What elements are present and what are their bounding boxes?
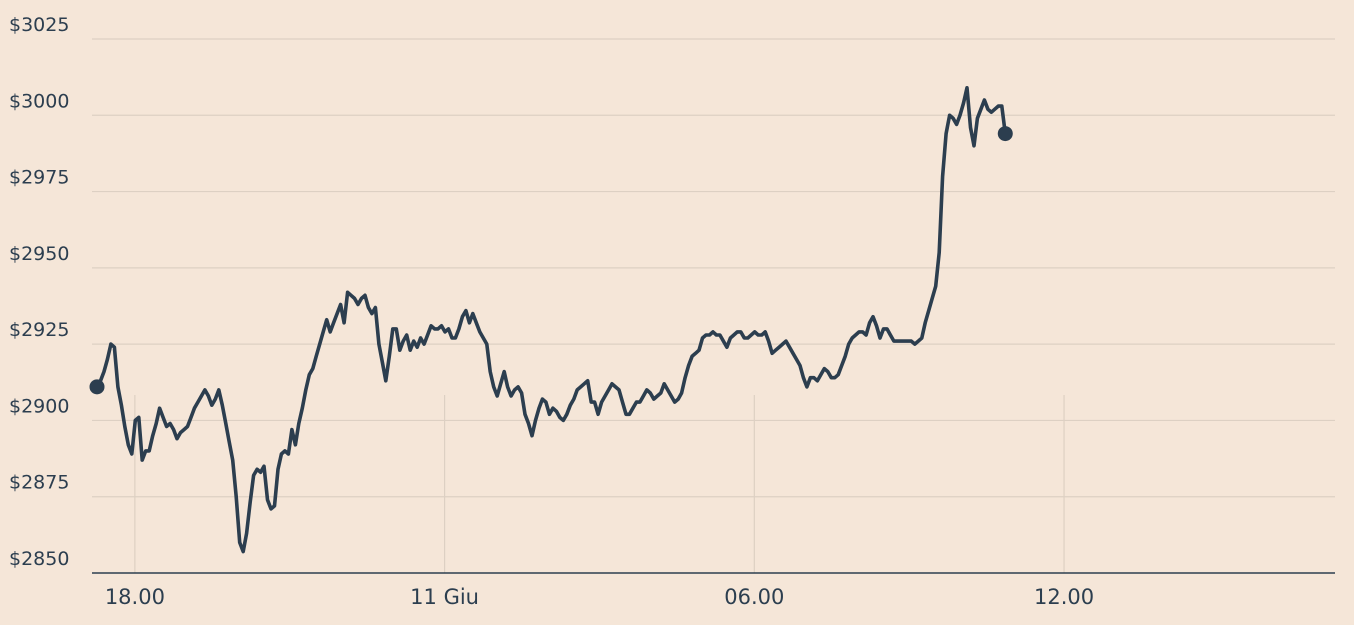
- price-series: [89, 86, 1013, 554]
- y-tick-label: $2850: [9, 548, 69, 570]
- horizontal-gridlines: [92, 38, 1335, 498]
- vertical-tick-lines: [134, 395, 1065, 573]
- x-tick-label: 12.00: [1034, 585, 1094, 609]
- end-point-marker: [997, 126, 1013, 142]
- y-tick-label: $2975: [9, 167, 69, 189]
- x-tick-label: 06.00: [724, 585, 784, 609]
- y-tick-label: $2925: [9, 319, 69, 341]
- x-axis-tick-labels: 18.00 11 Giu 06.00 12.00: [105, 585, 1094, 609]
- x-tick-label: 11 Giu: [410, 585, 479, 609]
- y-axis-tick-labels: $3025 $3000 $2975 $2950 $2925 $2900 $2875 $2850: [9, 14, 69, 570]
- y-tick-label: $2950: [9, 243, 69, 265]
- price-line: [95, 86, 1008, 554]
- x-tick-label: 18.00: [105, 585, 165, 609]
- y-tick-label: $3000: [9, 90, 69, 112]
- y-tick-label: $3025: [9, 14, 69, 36]
- start-point-marker: [89, 379, 105, 395]
- y-tick-label: $2875: [9, 472, 69, 494]
- y-tick-label: $2900: [9, 395, 69, 417]
